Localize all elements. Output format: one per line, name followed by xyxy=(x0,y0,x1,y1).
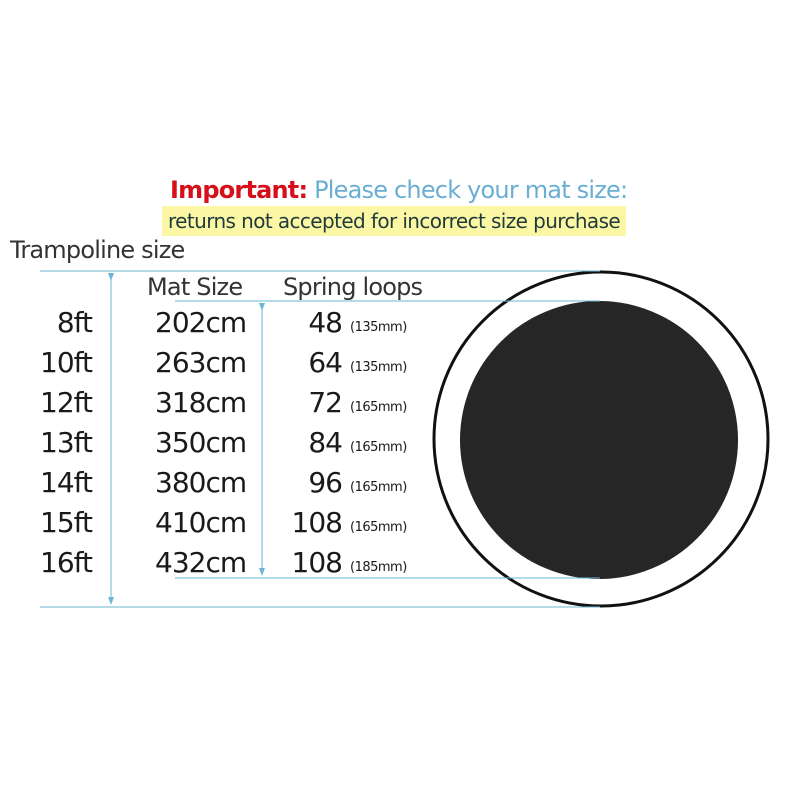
spring-length-cell: (135mm) xyxy=(350,320,407,335)
trampoline-size-cell: 13ft xyxy=(40,426,93,459)
trampoline-size-cell: 12ft xyxy=(40,386,93,419)
spring-count-cell: 64 xyxy=(308,346,343,379)
mat-size-cell: 410cm xyxy=(155,506,247,539)
mat-size-cell: 432cm xyxy=(155,546,247,579)
spring-loops-header: Spring loops xyxy=(283,273,423,301)
spring-count-cell: 48 xyxy=(308,306,343,339)
trampoline-size-cell: 10ft xyxy=(40,346,93,379)
spring-count-cell: 96 xyxy=(308,466,343,499)
spring-length-cell: (185mm) xyxy=(350,560,407,575)
notice-title: Important: Please check your mat size: xyxy=(170,176,628,204)
spring-count-cell: 84 xyxy=(308,426,343,459)
spring-length-cell: (165mm) xyxy=(350,480,407,495)
trampoline-size-cell: 14ft xyxy=(40,466,93,499)
trampoline-size-cell: 8ft xyxy=(56,306,93,339)
mat-size-cell: 350cm xyxy=(155,426,247,459)
mat-size-cell: 380cm xyxy=(155,466,247,499)
returns-warning: returns not accepted for incorrect size … xyxy=(162,206,627,236)
trampoline-size-cell: 16ft xyxy=(40,546,93,579)
spring-length-cell: (135mm) xyxy=(350,360,407,375)
mat-size-cell: 202cm xyxy=(155,306,247,339)
spring-count-cell: 108 xyxy=(291,506,343,539)
spring-length-cell: (165mm) xyxy=(350,440,407,455)
spring-length-cell: (165mm) xyxy=(350,400,407,415)
check-mat-message: Please check your mat size: xyxy=(314,176,628,204)
spring-count-cell: 108 xyxy=(291,546,343,579)
mat-circle xyxy=(460,301,738,579)
important-label: Important: xyxy=(170,176,308,204)
mat-size-cell: 263cm xyxy=(155,346,247,379)
trampoline-size-header: Trampoline size xyxy=(10,236,185,264)
spring-length-cell: (165mm) xyxy=(350,520,407,535)
mat-size-header: Mat Size xyxy=(147,273,243,301)
spring-count-cell: 72 xyxy=(308,386,343,419)
mat-size-cell: 318cm xyxy=(155,386,247,419)
trampoline-size-cell: 15ft xyxy=(40,506,93,539)
trampoline-frame-circle xyxy=(432,270,770,608)
